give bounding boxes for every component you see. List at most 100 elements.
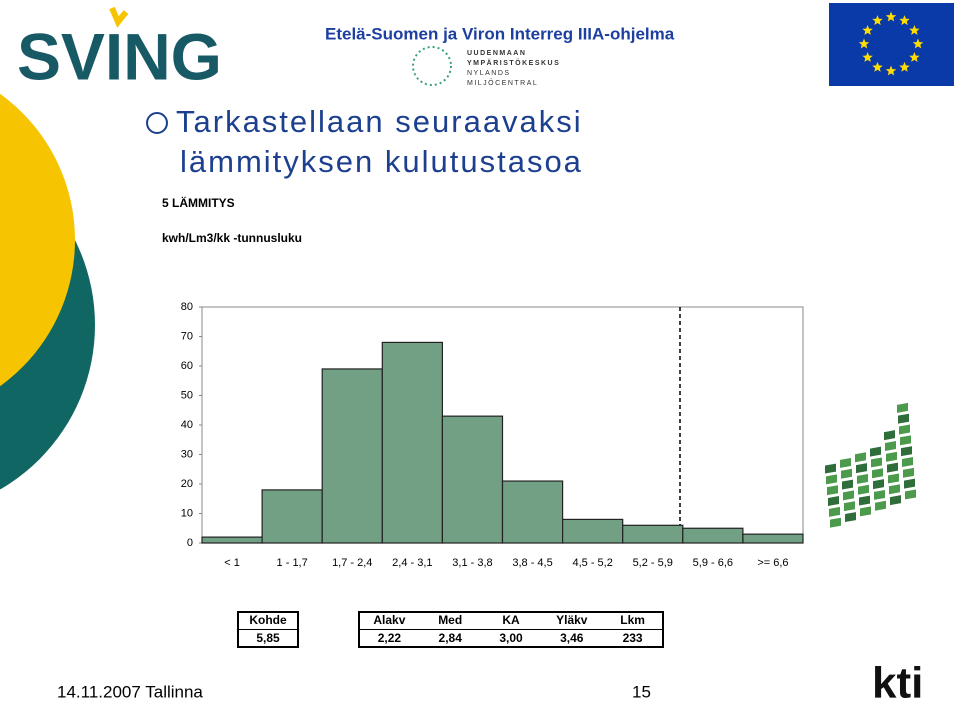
star (872, 15, 883, 26)
table-header: Lkm (620, 613, 645, 627)
table-cell: 233 (623, 631, 643, 645)
kti-block (905, 489, 916, 500)
kti-block (902, 457, 913, 467)
logo-accent (109, 6, 129, 28)
star (899, 61, 910, 72)
kti-block (826, 474, 837, 485)
kti-block (897, 402, 908, 413)
kti-block (841, 468, 852, 479)
table-cell: 3,46 (560, 631, 584, 645)
x-tick-label: 1 - 1,7 (277, 557, 308, 569)
table-cell: 2,84 (439, 631, 463, 645)
kti-block (899, 424, 910, 435)
table-header: Kohde (249, 613, 287, 627)
x-tick-label: >= 6,6 (757, 557, 788, 569)
y-tick-label: 20 (181, 478, 193, 490)
partner-line: MILJÖCENTRAL (467, 79, 538, 87)
kti-block (858, 484, 869, 495)
kti-block (900, 435, 911, 446)
x-tick-label: 3,8 - 4,5 (512, 557, 552, 569)
decor-yellow (0, 93, 75, 387)
x-tick-label: 4,5 - 5,2 (572, 557, 612, 569)
kti-block (887, 462, 898, 473)
y-tick-label: 50 (181, 389, 193, 401)
kti-block (843, 490, 854, 501)
table-cell: 5,85 (256, 631, 280, 645)
star (912, 38, 924, 49)
kti-text: kti (872, 659, 923, 708)
partner-line: NYLANDS (467, 70, 511, 77)
star (862, 25, 873, 35)
kti-block (857, 473, 868, 484)
table-cell: 3,00 (499, 631, 523, 645)
logo-text: SVING (17, 19, 222, 93)
y-tick-label: 10 (181, 507, 193, 519)
kti-block (870, 446, 881, 457)
kti-block (871, 457, 882, 468)
kti-block (874, 489, 885, 500)
bar (261, 489, 323, 544)
kti-block (904, 478, 915, 489)
kti-block (845, 512, 856, 523)
bar (561, 518, 624, 544)
kti-block (901, 446, 912, 457)
table-header: Med (438, 613, 462, 627)
x-tick-label: < 1 (224, 557, 240, 569)
partner-line: UUDENMAAN (467, 50, 526, 57)
star (858, 38, 870, 49)
kti-logo: kti (825, 402, 923, 708)
y-tick-label: 40 (181, 419, 193, 431)
kti-block (844, 501, 855, 512)
table-cell: 2,22 (378, 631, 402, 645)
kti-block (828, 496, 839, 507)
chart-subtitle: kwh/Lm3/kk -tunnusluku (162, 231, 302, 245)
bar (321, 368, 383, 544)
kti-block (890, 495, 901, 506)
x-tick-label: 2,4 - 3,1 (392, 557, 432, 569)
kti-block (872, 468, 883, 479)
bar (742, 533, 804, 544)
kti-block (903, 467, 914, 478)
kti-block (888, 473, 899, 484)
kti-block (859, 495, 870, 506)
program-title: Etelä-Suomen ja Viron Interreg IIIA-ohje… (325, 24, 675, 43)
star (885, 11, 897, 22)
table-header: Alakv (373, 613, 405, 627)
y-tick-label: 60 (181, 360, 193, 372)
kti-block (889, 484, 900, 495)
table-header: Yläkv (556, 613, 588, 627)
slide-title: Tarkastellaan seuraavaksi (176, 104, 583, 139)
kti-block (860, 506, 871, 517)
kti-block (885, 441, 896, 451)
kti-block (875, 500, 886, 511)
star (862, 52, 873, 62)
page-number: 15 (632, 682, 651, 701)
footer-date: 14.11.2007 Tallinna (57, 682, 203, 701)
table-header: KA (502, 613, 520, 627)
kti-block (830, 517, 841, 528)
bar (381, 341, 443, 544)
slide-title: lämmityksen kulutustasoa (180, 144, 583, 179)
star (885, 65, 897, 76)
star (899, 15, 910, 26)
partner-emblem (412, 46, 452, 86)
kti-block (884, 430, 895, 441)
star (909, 52, 920, 62)
bar (682, 527, 744, 544)
y-tick-label: 0 (187, 537, 193, 549)
kti-block (825, 463, 836, 474)
y-tick-label: 30 (181, 448, 193, 460)
kti-block (898, 413, 909, 424)
y-tick-label: 80 (181, 301, 193, 313)
x-tick-label: 5,9 - 6,6 (693, 557, 733, 569)
chart-title: 5 LÄMMITYS (162, 195, 235, 210)
kti-block (840, 457, 851, 468)
kti-block (873, 479, 884, 490)
kti-block (827, 485, 838, 496)
star (909, 25, 920, 35)
y-tick-label: 70 (181, 330, 193, 342)
star (872, 61, 883, 72)
kti-block (829, 506, 840, 517)
kti-block (855, 452, 866, 463)
